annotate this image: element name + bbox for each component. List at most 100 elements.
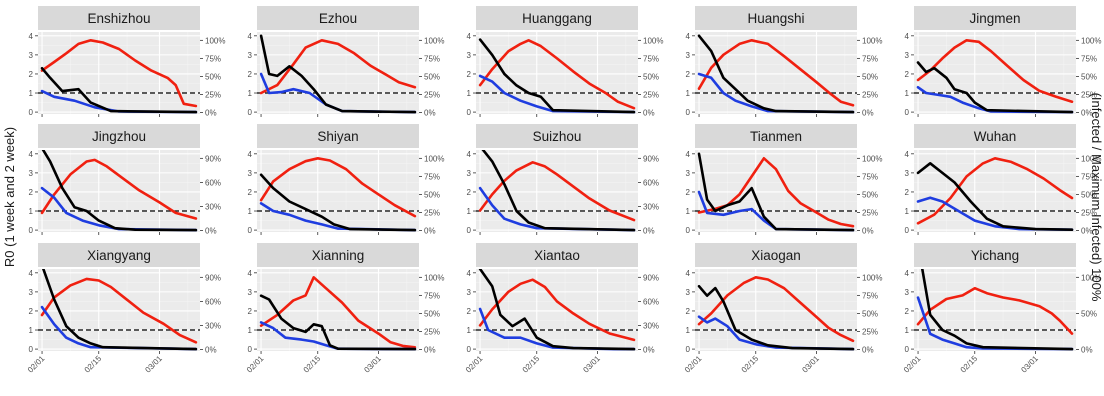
y-left-tick-label: 0 [29,108,34,117]
y-left-tick-label: 1 [686,89,691,98]
series-group [259,157,417,232]
y-right-tick-label: 25% [643,90,659,99]
panel-background [476,269,638,351]
y-right-tick-label: 50% [205,72,221,81]
y-right-tick-label: 50% [862,309,878,318]
y-left-tick-label: 1 [248,89,253,98]
panel-title: Ezhou [319,11,357,26]
y-left-tick-label: 2 [905,188,910,197]
y-right-tick-label: 0% [1081,227,1093,236]
y-left-tick-label: 4 [467,150,472,159]
y-right-tick-label: 50% [1081,72,1097,81]
y-right-tick-label: 75% [424,54,440,63]
y-left-tick-label: 2 [29,307,34,316]
y-left-tick-label: 3 [686,169,691,178]
y-right-tick-label: 25% [205,90,221,99]
y-right-tick-label: 100% [643,36,663,45]
y-right-tick-label: 60% [205,178,221,187]
panel-strip [914,243,1076,267]
y-right-tick-label: 0% [643,346,655,355]
panel-background [257,32,419,114]
y-left-tick-label: 1 [905,89,910,98]
panel-ezhou: Ezhou 0 1 2 3 4 0% 25% 50% 75% 100% [248,6,444,118]
panel-title: Huanggang [522,11,592,26]
y-left-tick-label: 0 [467,345,472,354]
y-right-tick-label: 100% [862,36,882,45]
series-group [916,269,1074,351]
y-left-tick-label: 4 [248,150,253,159]
y-left-tick-label: 3 [467,169,472,178]
panel-suizhou: Suizhou 0 1 2 3 4 0% 30% 60% 90% [467,124,659,236]
y-left-tick-label: 1 [467,326,472,335]
panel-background [257,150,419,232]
y-right-tick-label: 100% [1081,36,1101,45]
y-left-tick-label: 2 [467,70,472,79]
infected-pct-line [916,39,1074,103]
panel-huanggang: Huanggang 0 1 2 3 4 0% 25% 50% 75% 100% [467,6,663,118]
panel-shiyan: Shiyan 0 1 2 3 4 0% 25% 50% 75% 100% [248,124,444,236]
panel-strip [257,243,419,267]
y-left-tick-label: 4 [686,269,691,278]
series-group [697,276,855,351]
series-group [259,276,417,351]
infected-pct-line [697,276,855,343]
series-group [40,39,198,114]
y-right-tick-label: 50% [424,72,440,81]
r0-1week-line [41,150,198,232]
r0-1week-line [697,34,855,114]
y-right-tick-label: 100% [862,273,882,282]
panel-background [38,269,200,351]
panel-strip [257,124,419,148]
y-right-tick-label: 100% [1081,154,1101,163]
y-left-tick-label: 1 [686,326,691,335]
panel-strip [38,6,200,30]
y-left-tick-label: 2 [905,70,910,79]
y-right-tick-label: 75% [1081,54,1097,63]
y-right-tick-label: 75% [424,291,440,300]
y-left-tick-label: 4 [905,32,910,41]
y-right-tick-label: 0% [205,346,217,355]
y-right-tick-label: 50% [424,309,440,318]
r0-1week-line [40,66,198,114]
y-right-tick-label: 30% [643,321,659,330]
y-left-tick-label: 4 [686,150,691,159]
y-left-tick-label: 1 [248,207,253,216]
y-right-tick-label: 90% [205,154,221,163]
y-left-tick-label: 0 [905,226,910,235]
y-left-tick-label: 0 [29,345,34,354]
y-right-tick-label: 25% [862,208,878,217]
series-group [40,150,198,232]
panel-title: Wuhan [974,129,1017,144]
y-right-tick-label: 60% [205,297,221,306]
panel-title: Shiyan [317,129,358,144]
y-right-tick-label: 50% [862,190,878,199]
r0-1week-line [259,173,417,232]
y-right-tick-label: 100% [424,273,444,282]
y-left-tick-label: 4 [686,32,691,41]
y-left-tick-label: 4 [905,150,910,159]
panel-strip [476,6,638,30]
r0-1week-line [478,269,636,351]
y-right-tick-label: 0% [1081,109,1093,118]
y-left-tick-label: 0 [248,345,253,354]
y-right-tick-label: 0% [205,227,217,236]
y-right-tick-label: 100% [424,154,444,163]
y-left-tick-label: 3 [248,288,253,297]
y-left-tick-label: 2 [686,188,691,197]
infected-pct-line [697,39,855,107]
y-left-tick-label: 3 [905,51,910,60]
y-right-tick-label: 0% [643,109,655,118]
panel-title: Xiaogan [751,248,801,263]
panel-background [38,150,200,232]
y-left-tick-label: 4 [467,269,472,278]
y-left-tick-label: 3 [686,288,691,297]
y-right-tick-label: 90% [643,154,659,163]
y-left-tick-label: 3 [905,169,910,178]
y-right-tick-label: 100% [424,36,444,45]
panel-strip [695,124,857,148]
y-left-tick-label: 3 [248,169,253,178]
y-left-tick-label: 1 [467,207,472,216]
